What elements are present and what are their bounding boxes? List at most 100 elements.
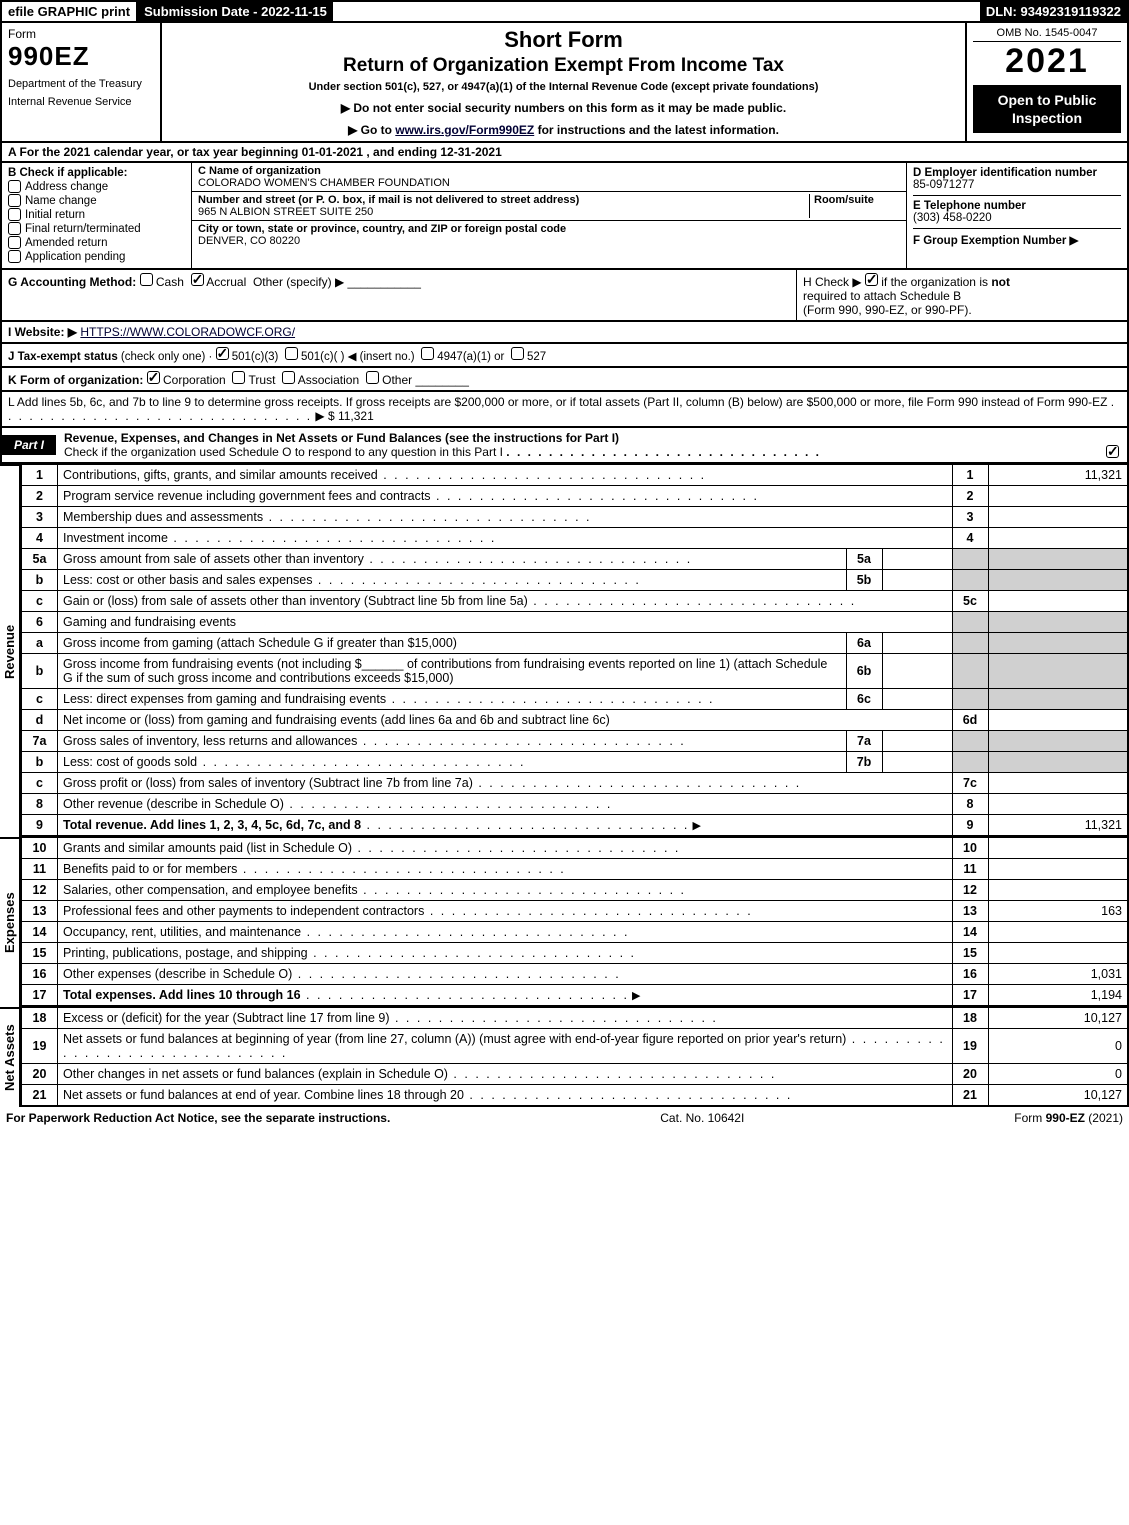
- revenue-section: Revenue 1Contributions, gifts, grants, a…: [0, 464, 1129, 837]
- tel-label: E Telephone number: [913, 200, 1026, 212]
- line-13: 13Professional fees and other payments t…: [22, 901, 1129, 922]
- part1-tab: Part I: [2, 435, 56, 455]
- form-header: Form 990EZ Department of the Treasury In…: [0, 23, 1129, 143]
- k-trust: Trust: [249, 373, 276, 387]
- line-2: 2Program service revenue including gover…: [22, 486, 1129, 507]
- line-4: 4Investment income4: [22, 528, 1129, 549]
- open-inspection: Open to Public Inspection: [973, 85, 1121, 133]
- dots-part1: [506, 445, 821, 459]
- checkbox-527[interactable]: [511, 347, 524, 360]
- irs-link[interactable]: www.irs.gov/Form990EZ: [395, 123, 534, 137]
- checkbox-cash[interactable]: [140, 273, 153, 286]
- row-j: J Tax-exempt status (check only one) · 5…: [0, 344, 1129, 368]
- h-post: if the organization is: [878, 275, 991, 289]
- checkbox-initial-return[interactable]: [8, 208, 21, 221]
- line-6: 6Gaming and fundraising events: [22, 612, 1129, 633]
- line-12: 12Salaries, other compensation, and empl…: [22, 880, 1129, 901]
- revenue-table: 1Contributions, gifts, grants, and simil…: [21, 464, 1129, 837]
- checkbox-trust[interactable]: [232, 371, 245, 384]
- checkbox-corporation[interactable]: [147, 371, 160, 384]
- section-c: C Name of organization COLORADO WOMEN'S …: [192, 163, 907, 268]
- efile-print[interactable]: efile GRAPHIC print: [2, 2, 138, 21]
- section-b-header: B Check if applicable:: [8, 167, 185, 179]
- line-1: 1Contributions, gifts, grants, and simil…: [22, 465, 1129, 486]
- c-street-label: Number and street (or P. O. box, if mail…: [198, 194, 579, 206]
- j-label: J Tax-exempt status: [8, 351, 118, 363]
- line-a: A For the 2021 calendar year, or tax yea…: [0, 143, 1129, 163]
- line-7a: 7aGross sales of inventory, less returns…: [22, 731, 1129, 752]
- label-name-change: Name change: [25, 195, 97, 207]
- footer-right: Form 990-EZ (2021): [1014, 1111, 1123, 1125]
- line-5a: 5aGross amount from sale of assets other…: [22, 549, 1129, 570]
- j-527: 527: [527, 351, 546, 363]
- checkbox-application-pending[interactable]: [8, 250, 21, 263]
- line-10: 10Grants and similar amounts paid (list …: [22, 838, 1129, 859]
- h-pre: H Check ▶: [803, 275, 865, 289]
- checkbox-other-org[interactable]: [366, 371, 379, 384]
- checkbox-h[interactable]: [865, 273, 878, 286]
- subtitle: Under section 501(c), 527, or 4947(a)(1)…: [168, 81, 959, 93]
- row-k: K Form of organization: Corporation Trus…: [0, 368, 1129, 392]
- netassets-table: 18Excess or (deficit) for the year (Subt…: [21, 1007, 1129, 1107]
- row-l: L Add lines 5b, 6c, and 7b to line 9 to …: [0, 392, 1129, 428]
- label-initial-return: Initial return: [25, 209, 85, 221]
- line-16: 16Other expenses (describe in Schedule O…: [22, 964, 1129, 985]
- checkbox-accrual[interactable]: [191, 273, 204, 286]
- footer-left: For Paperwork Reduction Act Notice, see …: [6, 1111, 390, 1125]
- page-footer: For Paperwork Reduction Act Notice, see …: [0, 1107, 1129, 1129]
- g-cash: Cash: [156, 275, 184, 289]
- c-city-label: City or town, state or province, country…: [198, 223, 566, 235]
- h-not: not: [991, 275, 1010, 289]
- header-right: OMB No. 1545-0047 2021 Open to Public In…: [967, 23, 1127, 141]
- netassets-vlabel: Net Assets: [0, 1007, 21, 1107]
- checkbox-final-return[interactable]: [8, 222, 21, 235]
- part1-header: Part I Revenue, Expenses, and Changes in…: [0, 428, 1129, 464]
- checkbox-4947[interactable]: [421, 347, 434, 360]
- line-3: 3Membership dues and assessments3: [22, 507, 1129, 528]
- checkbox-501c[interactable]: [285, 347, 298, 360]
- tax-year: 2021: [973, 42, 1121, 81]
- line-6a: aGross income from gaming (attach Schedu…: [22, 633, 1129, 654]
- j-501c3: 501(c)(3): [232, 351, 279, 363]
- part1-check-line: Check if the organization used Schedule …: [64, 445, 503, 459]
- j-note: (check only one) ·: [121, 351, 212, 363]
- label-application-pending: Application pending: [25, 251, 125, 263]
- j-4947: 4947(a)(1) or: [437, 351, 504, 363]
- l-text: L Add lines 5b, 6c, and 7b to line 9 to …: [8, 395, 1107, 409]
- g-other: Other (specify) ▶: [253, 275, 344, 289]
- form-number: 990EZ: [8, 41, 154, 72]
- top-bar: efile GRAPHIC print Submission Date - 20…: [0, 0, 1129, 23]
- line-5c: cGain or (loss) from sale of assets othe…: [22, 591, 1129, 612]
- checkbox-schedule-o[interactable]: [1106, 445, 1119, 458]
- checkbox-address-change[interactable]: [8, 180, 21, 193]
- row-g: G Accounting Method: Cash Accrual Other …: [2, 270, 797, 320]
- k-corp: Corporation: [163, 373, 226, 387]
- org-name: COLORADO WOMEN'S CHAMBER FOUNDATION: [198, 177, 450, 189]
- checkbox-amended-return[interactable]: [8, 236, 21, 249]
- i-label: I Website: ▶: [8, 325, 77, 339]
- j-501c: 501(c)( ) ◀ (insert no.): [301, 351, 415, 363]
- line-6b: bGross income from fundraising events (n…: [22, 654, 1129, 689]
- directive-goto: ▶ Go to www.irs.gov/Form990EZ for instru…: [168, 123, 959, 137]
- line-8: 8Other revenue (describe in Schedule O)8: [22, 794, 1129, 815]
- header-center: Short Form Return of Organization Exempt…: [162, 23, 967, 141]
- checkbox-501c3[interactable]: [216, 347, 229, 360]
- line-5b: bLess: cost or other basis and sales exp…: [22, 570, 1129, 591]
- footer-center: Cat. No. 10642I: [660, 1111, 744, 1125]
- title-short: Short Form: [168, 27, 959, 53]
- label-amended-return: Amended return: [25, 237, 107, 249]
- h-line3: (Form 990, 990-EZ, or 990-PF).: [803, 303, 972, 317]
- line-7b: bLess: cost of goods sold7b: [22, 752, 1129, 773]
- section-def: D Employer identification number 85-0971…: [907, 163, 1127, 268]
- room-label: Room/suite: [814, 194, 874, 206]
- submission-date: Submission Date - 2022-11-15: [138, 2, 333, 21]
- goto-post: for instructions and the latest informat…: [534, 123, 779, 137]
- c-name-label: C Name of organization: [198, 165, 321, 177]
- line-7c: cGross profit or (loss) from sales of in…: [22, 773, 1129, 794]
- info-grid: B Check if applicable: Address change Na…: [0, 163, 1129, 270]
- checkbox-name-change[interactable]: [8, 194, 21, 207]
- website-link[interactable]: HTTPS://WWW.COLORADOWCF.ORG/: [80, 325, 295, 339]
- checkbox-association[interactable]: [282, 371, 295, 384]
- form-label: Form: [8, 27, 154, 41]
- org-street: 965 N ALBION STREET SUITE 250: [198, 206, 373, 218]
